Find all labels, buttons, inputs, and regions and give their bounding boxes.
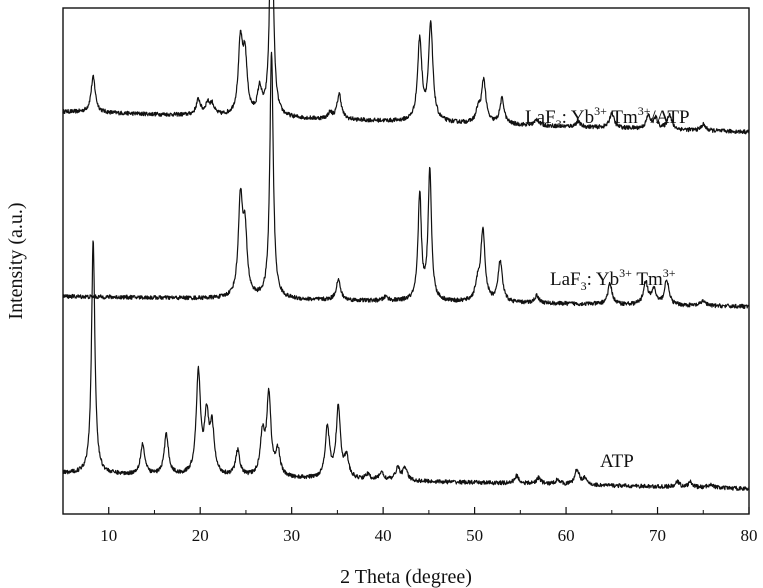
- x-axis-label: 2 Theta (degree): [340, 566, 472, 588]
- x-tick-label: 40: [375, 526, 392, 545]
- x-tick-label: 30: [283, 526, 300, 545]
- y-axis-label: Intensity (a.u.): [5, 202, 27, 319]
- series-label-atp: ATP: [600, 451, 634, 472]
- series-label-composite: LaF3: Yb3+ Tm3+/ATP: [525, 104, 690, 131]
- series-layer: [63, 0, 749, 490]
- x-tick-label: 70: [649, 526, 666, 545]
- x-tick-label: 20: [192, 526, 209, 545]
- x-tick-label: 80: [741, 526, 758, 545]
- x-tick-label: 10: [100, 526, 117, 545]
- x-tick-label: 60: [558, 526, 575, 545]
- x-tick-label: 50: [466, 526, 483, 545]
- x-axis-ticks: 10 20 30 40 50 60 70 80: [63, 507, 758, 545]
- series-label-laf3: LaF3: Yb3+ Tm3+: [550, 266, 676, 293]
